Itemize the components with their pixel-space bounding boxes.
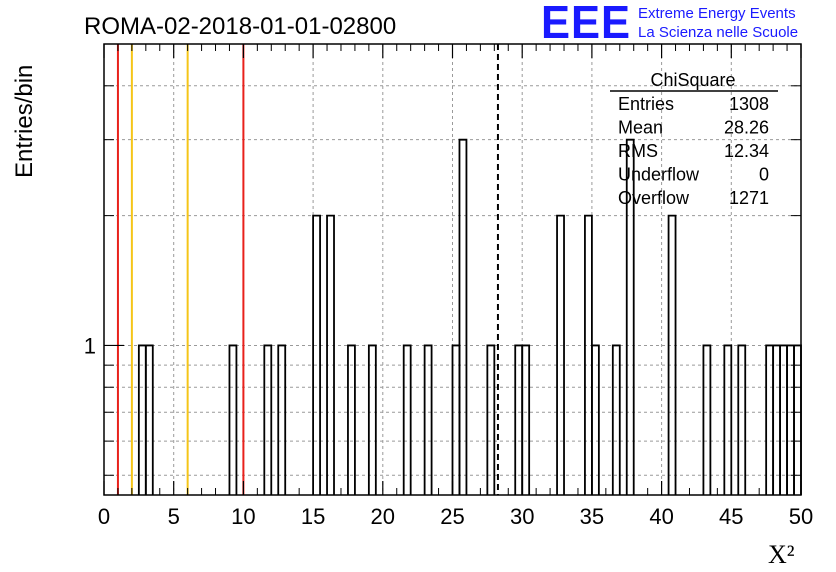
stats-rows: Entries 1308 Mean 28.26 RMS 12.34 Underflow 0 Ov… [618,94,769,208]
histogram-bar [347,344,356,495]
histogram-bar [458,138,468,495]
x-tick-label: 30 [510,504,534,529]
histogram-bar [402,344,412,495]
x-axis-title: X² [768,540,795,569]
histogram-bar [584,214,593,495]
x-tick-label: 15 [301,504,325,529]
x-tick-label: 5 [168,504,180,529]
histogram-bar [486,344,496,495]
histogram-bars [137,138,802,495]
stats-row-label: Entries [618,94,674,114]
stats-box-title: ChiSquare [650,70,735,90]
histogram-bar [702,344,712,495]
y-tick-labels: 1 [84,333,96,358]
chart-title: ROMA-02-2018-01-01-02800 [84,13,396,40]
histogram-bar [228,344,238,495]
x-tick-label: 10 [231,504,255,529]
histogram-bar [423,344,433,495]
histogram-bar [144,344,154,495]
y-axis-title: Entries/bin [11,65,38,178]
histogram-bar [611,344,621,495]
histogram-bar [451,344,461,495]
histogram-bar [779,344,788,495]
x-tick-label: 0 [98,504,110,529]
histogram-bar [312,214,321,495]
eee-logo-line2: La Scienza nelle Scuole [638,24,798,41]
stats-row-label: RMS [618,141,658,161]
stats-row-value: 0 [759,165,769,185]
stats-row-value: 12.34 [724,141,769,161]
y-tick-label: 1 [84,333,96,358]
x-tick-label: 35 [580,504,604,529]
eee-logo-line1: Extreme Energy Events [638,5,796,22]
stats-row-label: Underflow [618,165,700,185]
eee-logo-mark: EEE [541,0,631,48]
histogram-bar [137,344,147,495]
stats-row-label: Mean [618,118,663,138]
stats-row-label: Overflow [618,188,690,208]
histogram-bar [786,344,795,495]
histogram-bar [326,214,335,495]
histogram-bar [667,214,677,495]
histogram-bar [737,344,747,495]
histogram-bar [556,214,565,495]
histogram-bar [625,138,635,495]
histogram-bar [793,344,802,495]
axis-ticks [103,44,802,495]
stats-row-value: 28.26 [724,118,769,138]
histogram-bar [591,344,600,495]
stats-box: ChiSquare Entries 1308 Mean 28.26 RMS 12.34 Un… [610,70,778,208]
eee-logo: EEE Extreme Energy Events La Scienza nel… [541,0,798,48]
histogram-bar [263,344,273,495]
stats-row-value: 1271 [729,188,769,208]
stats-row-value: 1308 [729,94,769,114]
x-tick-label: 45 [719,504,743,529]
x-tick-label: 50 [789,504,813,529]
histogram-bar [765,344,775,495]
histogram-bar [772,344,781,495]
histogram-bar [367,344,377,495]
x-tick-labels: 0 5 10 15 20 25 30 35 40 45 50 [98,504,813,529]
x-tick-label: 25 [440,504,464,529]
histogram-bar [521,344,531,495]
histogram-bar [514,344,524,495]
x-tick-label: 40 [649,504,673,529]
reference-lines [116,44,499,495]
x-tick-label: 20 [371,504,395,529]
histogram-bar [723,344,733,495]
histogram-bar [277,344,287,495]
